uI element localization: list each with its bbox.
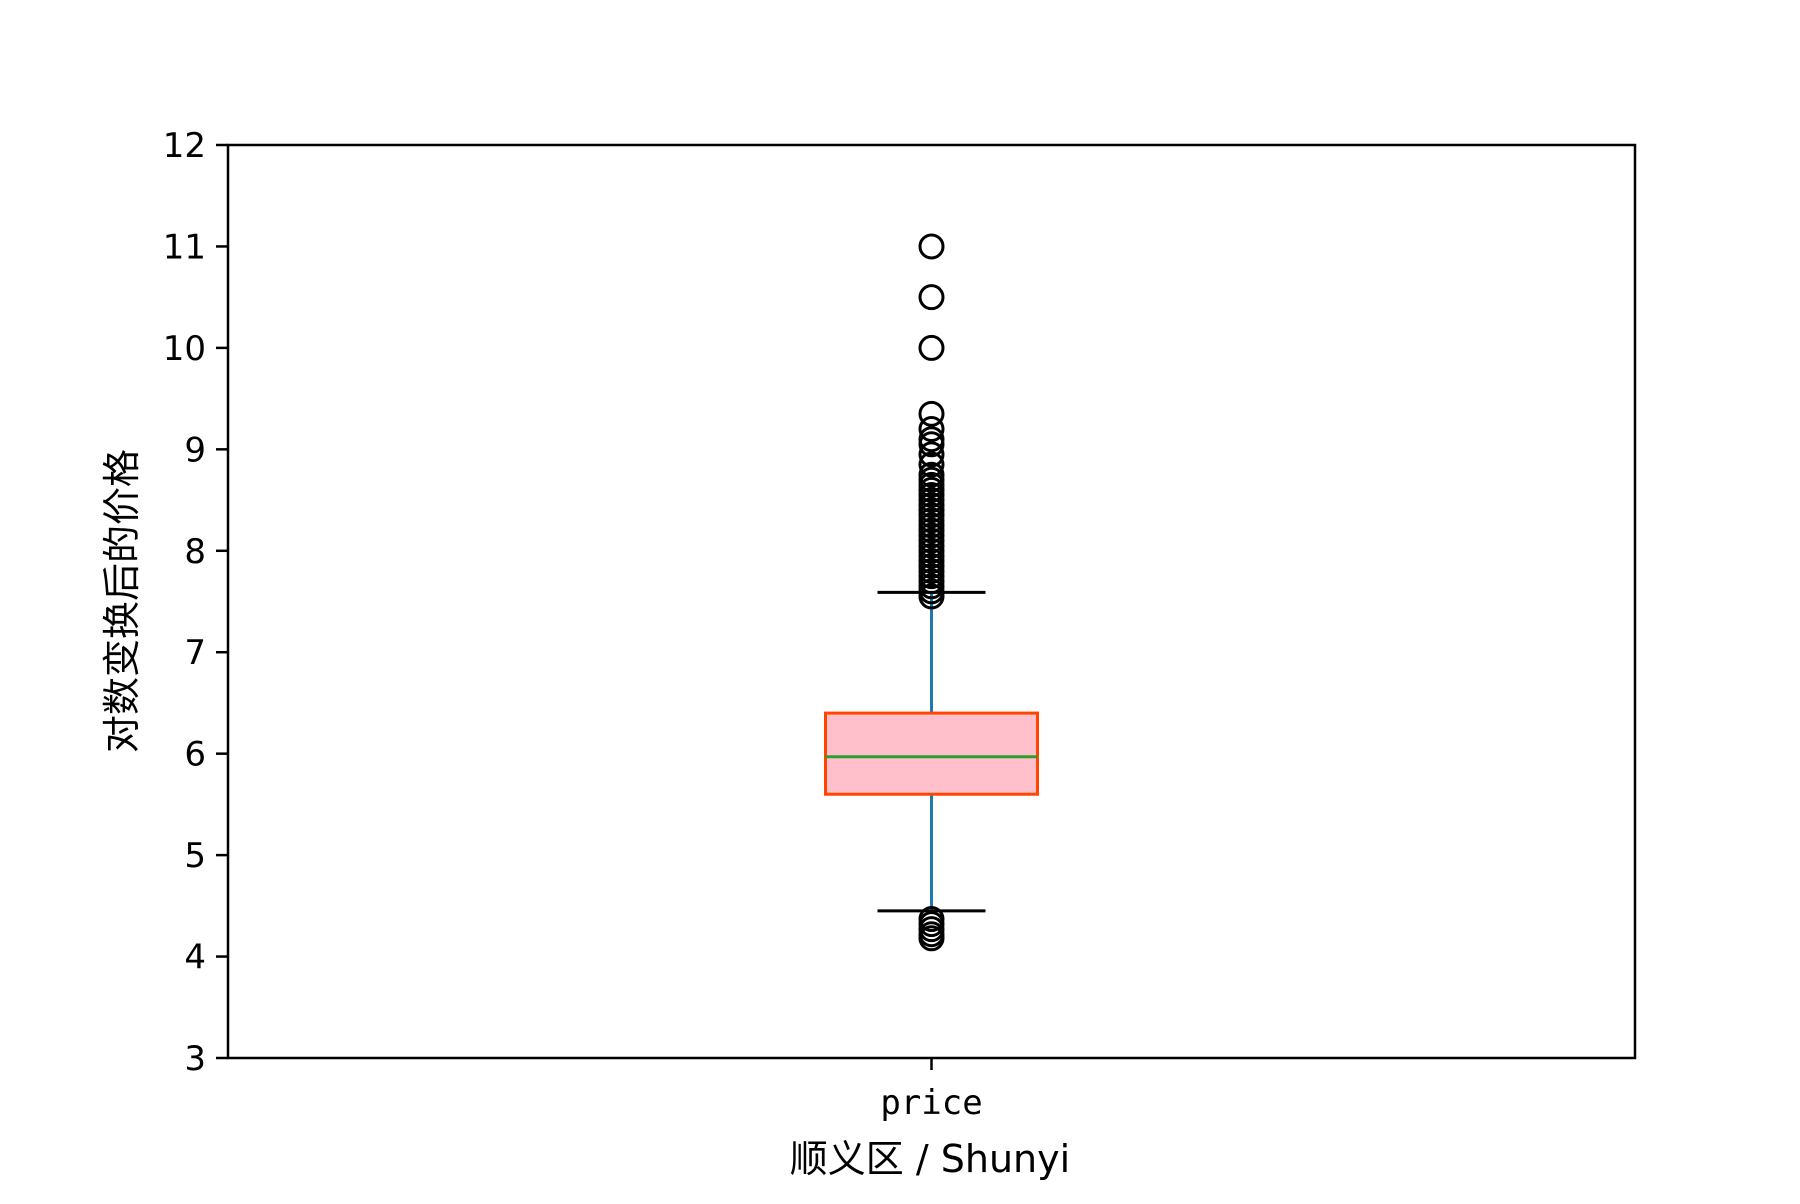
y-tick-label: 10 (163, 329, 206, 369)
y-axis-label: 对数变换后的价格 (100, 449, 144, 753)
iqr-box (824, 711, 1039, 796)
y-tick-label: 9 (184, 430, 206, 470)
y-tick-label: 8 (184, 532, 206, 572)
outlier-point (918, 906, 945, 933)
y-tick-label: 5 (184, 836, 206, 876)
y-tick-label: 4 (184, 938, 206, 978)
y-tick-label: 11 (163, 227, 206, 267)
outlier-point (918, 426, 945, 453)
x-tick-label: price (880, 1083, 982, 1123)
outlier-point (918, 334, 945, 361)
outlier-point (918, 400, 945, 427)
outlier-point (918, 441, 945, 468)
y-tick-label: 12 (163, 126, 206, 166)
outlier-point (918, 416, 945, 443)
outlier-point (918, 461, 945, 488)
x-axis-label: 顺义区 / Shunyi (790, 1137, 1070, 1181)
outlier-point (918, 451, 945, 478)
axes-frame (226, 143, 1637, 1060)
outlier-point (918, 233, 945, 260)
y-tick-label: 3 (184, 1039, 206, 1079)
outlier-point (918, 284, 945, 311)
y-tick-label: 6 (184, 735, 206, 775)
y-tick-label: 7 (184, 633, 206, 673)
